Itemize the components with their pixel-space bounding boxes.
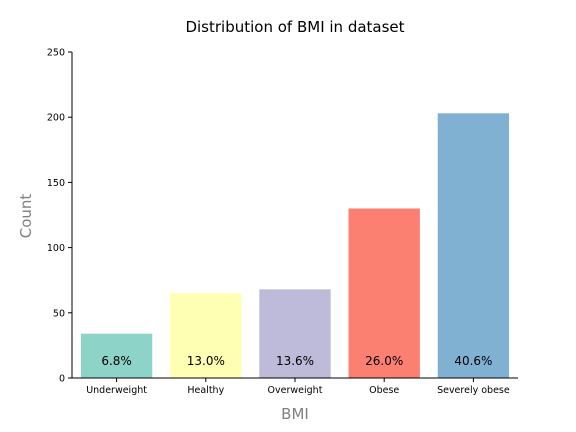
bar-data-label: 26.0% — [365, 354, 403, 368]
x-tick-label: Healthy — [187, 385, 224, 396]
y-tick-label: 100 — [47, 243, 65, 254]
y-tick-label: 200 — [47, 113, 65, 124]
y-axis-title: Count — [17, 194, 35, 239]
x-tick-label: Obese — [369, 385, 399, 396]
x-tick-label: Severely obese — [437, 385, 510, 396]
bar-overweight — [259, 289, 331, 378]
bar-data-label: 13.0% — [187, 354, 225, 368]
x-tick-label: Underweight — [86, 385, 147, 396]
y-tick-label: 50 — [53, 308, 65, 319]
bar-underweight — [80, 333, 153, 378]
bar-data-label: 40.6% — [454, 354, 492, 368]
bar-data-label: 6.8% — [101, 354, 132, 368]
y-tick-label: 150 — [47, 178, 65, 189]
x-axis-title: BMI — [281, 405, 309, 423]
x-tick-label: Overweight — [268, 385, 323, 396]
y-tick-label: 0 — [59, 374, 65, 385]
y-tick-label: 250 — [47, 48, 65, 59]
bar-data-label: 13.6% — [276, 354, 314, 368]
plot-area: 0 50 100 150 200 250 Underweight 6.8% Healthy 13.… — [47, 48, 510, 397]
bar-healthy — [170, 293, 242, 378]
chart-title: Distribution of BMI in dataset — [185, 18, 404, 36]
bar-severely-obese — [437, 113, 510, 379]
bar-obese — [348, 208, 420, 378]
